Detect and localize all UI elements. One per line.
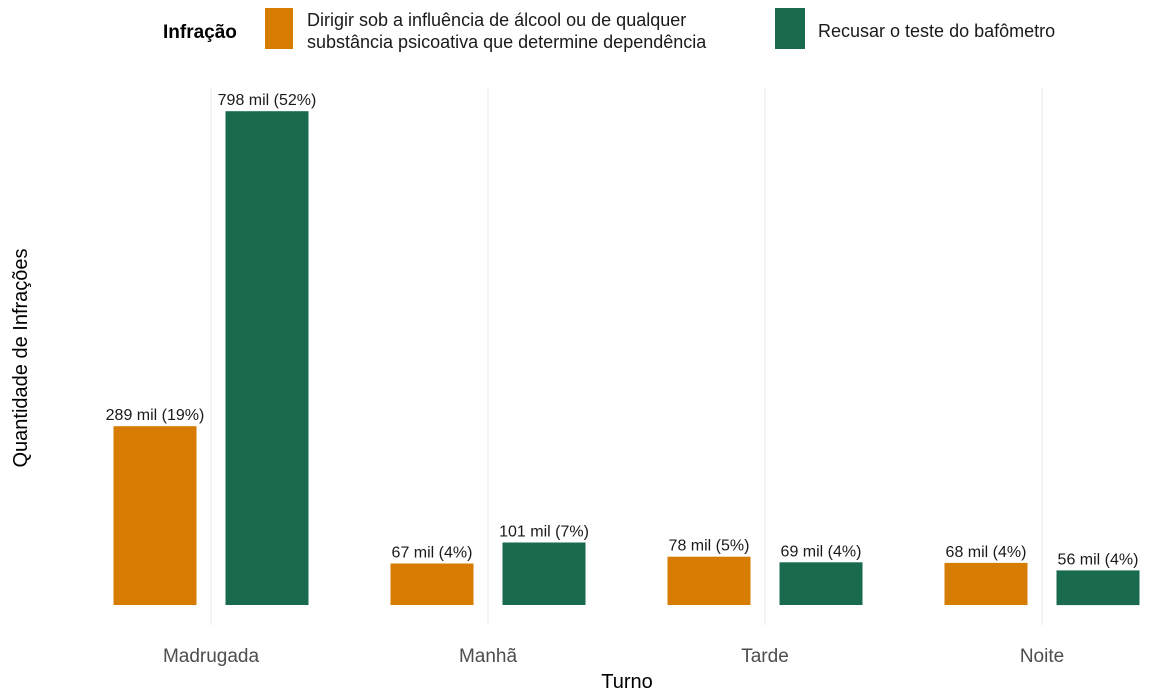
legend-label-alcool-line1: Dirigir sob a influência de álcool ou de… (307, 10, 686, 30)
data-label-alcool-tarde: 78 mil (5%) (669, 538, 750, 555)
bar-recusa-manhã (502, 542, 586, 605)
legend-label-alcool-line2: substância psicoativa que determine depe… (307, 32, 707, 52)
bar-alcool-noite (944, 562, 1028, 605)
data-label-alcool-madrugada: 289 mil (19%) (106, 407, 205, 424)
legend-title: Infração (163, 22, 237, 43)
x-tick-label-tarde: Tarde (741, 646, 789, 667)
x-tick-label-madrugada: Madrugada (163, 646, 260, 667)
legend-key-alcool (265, 8, 293, 49)
legend-label-recusa: Recusar o teste do bafômetro (818, 21, 1055, 41)
bar-alcool-manhã (390, 563, 474, 605)
legend-key-recusa (775, 8, 805, 49)
data-label-alcool-noite: 68 mil (4%) (946, 544, 1027, 561)
x-tick-label-noite: Noite (1020, 646, 1064, 667)
data-label-recusa-manhã: 101 mil (7%) (499, 524, 589, 541)
bar-recusa-noite (1056, 570, 1140, 606)
legend-label-alcool: Dirigir sob a influência de álcool ou de… (307, 10, 707, 52)
data-label-recusa-madrugada: 798 mil (52%) (218, 92, 317, 109)
bar-alcool-madrugada (113, 426, 197, 605)
y-axis-title: Quantidade de Infrações (10, 248, 32, 467)
data-label-recusa-noite: 56 mil (4%) (1058, 551, 1139, 568)
bar-alcool-tarde (667, 556, 751, 605)
x-axis-title: Turno (601, 671, 653, 691)
x-tick-label-manhã: Manhã (459, 646, 518, 667)
legend: Infração Dirigir sob a influência de álc… (163, 8, 1055, 52)
plot-area: 289 mil (19%) 67 mil (4%) 78 mil (5%) 68 mi… (106, 88, 1140, 667)
data-label-recusa-tarde: 69 mil (4%) (781, 543, 862, 560)
data-label-alcool-manhã: 67 mil (4%) (392, 545, 473, 562)
bar-recusa-tarde (779, 562, 863, 605)
bar-recusa-madrugada (225, 111, 309, 605)
